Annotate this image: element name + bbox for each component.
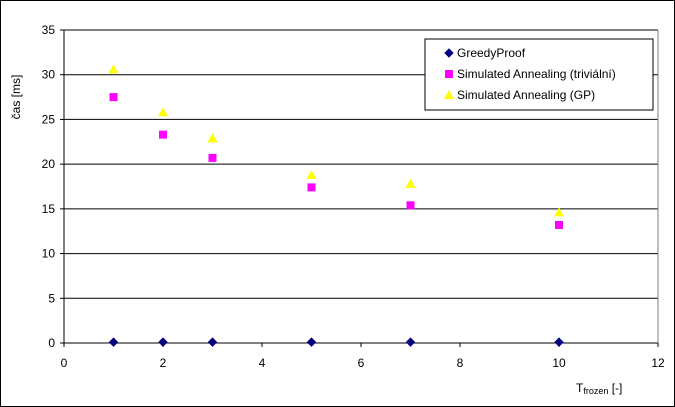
x-tick-label: 12 [651,356,665,370]
x-axis-label: Tfrozen [-] [576,381,622,396]
diamond-point [306,337,317,347]
y-tick-label: 30 [42,68,56,82]
square-point [159,130,167,139]
legend-marker-diamond [444,48,454,58]
y-axis-label: čas [ms] [9,75,23,120]
data-points [108,64,564,347]
y-tick-label: 25 [42,112,56,126]
y-tick-label: 0 [48,336,55,350]
square-point [109,93,118,102]
square-point [307,183,316,192]
x-axis-label-subscript: frozen [583,386,608,396]
y-tick-label: 5 [48,291,55,305]
y-tick-labels: 0 5 10 15 20 25 30 35 [42,23,56,350]
diamond-point [405,337,416,347]
legend-items: GreedyProof Simulated Annealing (triviáln… [444,46,616,102]
legend-marker-triangle [444,90,454,99]
legend-marker-square [445,70,453,78]
legend: GreedyProof Simulated Annealing (triviáln… [424,38,654,111]
x-tick-label: 2 [160,356,167,370]
legend-label: GreedyProof [457,46,526,60]
square-point [555,220,563,229]
x-axis-label-suffix: [-] [608,381,622,395]
triangle-point [158,107,168,117]
square-point [406,201,415,210]
x-tick-label: 0 [61,356,68,370]
x-axis-label-main: T [576,381,584,395]
diamond-point [207,337,218,347]
legend-label: Simulated Annealing (GP) [457,88,595,102]
x-tick-label: 6 [358,356,365,370]
x-tick-labels: 0 2 4 6 8 10 12 [61,356,665,370]
x-tick-label: 4 [259,356,266,370]
x-tick-label: 10 [552,356,566,370]
triangle-point [405,178,416,188]
legend-label: Simulated Annealing (triviální) [457,67,616,81]
y-tick-label: 20 [42,157,56,171]
x-tick-label: 8 [457,356,464,370]
triangle-point [207,133,218,143]
triangle-point [306,169,317,179]
triangle-point [108,64,119,74]
diamond-point [108,337,119,347]
y-tick-label: 15 [42,202,56,216]
square-point [208,153,217,162]
triangle-point [554,207,564,217]
y-tick-label: 35 [42,23,56,37]
legend-box [424,38,654,111]
y-tick-label: 10 [42,247,56,261]
diamond-point [554,337,564,347]
diamond-point [158,337,168,347]
